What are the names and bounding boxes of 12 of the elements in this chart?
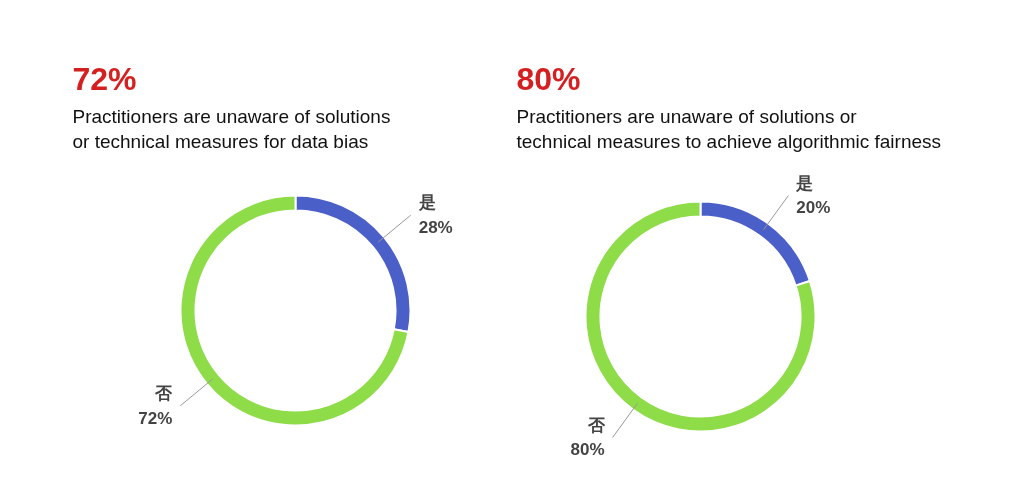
- data-label: 80%: [570, 440, 605, 460]
- data-label: 72%: [138, 408, 173, 428]
- chart-title: 80%: [516, 60, 581, 97]
- data-label: 28%: [418, 218, 453, 238]
- chart-subtitle: Practitioners are unaware of solutions or technical measures for data bias: [72, 105, 391, 152]
- data-label: 20%: [796, 198, 831, 218]
- slice-label: 否: [154, 383, 174, 403]
- slice-label: 是: [795, 173, 814, 193]
- slice-label: 是: [417, 193, 436, 213]
- chart-title: 72%: [72, 60, 137, 97]
- slice-label: 否: [586, 415, 606, 435]
- chart-subtitle: Practitioners are unaware of solutions or technical measures to achieve algorithmic fairness: [516, 105, 942, 152]
